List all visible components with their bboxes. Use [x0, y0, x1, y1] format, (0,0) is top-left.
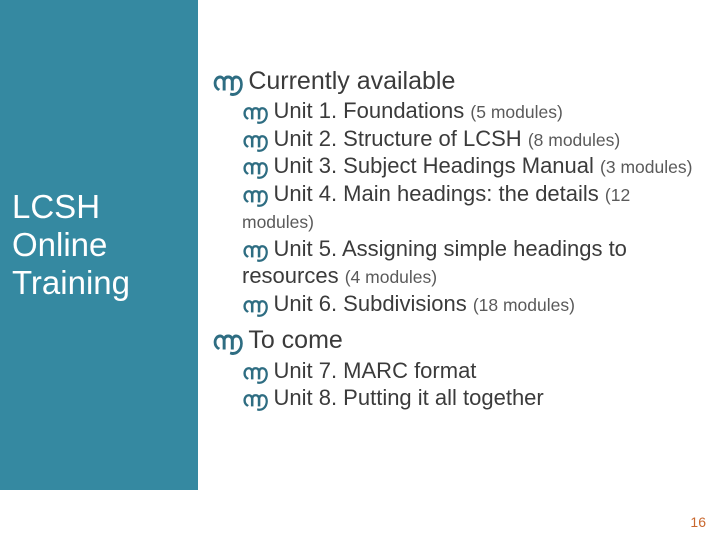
bullet-icon: ൬	[242, 130, 267, 151]
unit-2: ൬ Unit 2. Structure of LCSH (8 modules)	[242, 125, 702, 153]
unit-title: Unit 7. MARC format	[273, 358, 476, 383]
unit-note: (3 modules)	[600, 157, 692, 177]
unit-title: Unit 2. Structure of LCSH	[273, 126, 527, 151]
bullet-icon: ൬	[242, 240, 267, 261]
bullet-icon: ൬	[242, 185, 267, 206]
bullet-icon: ൬	[242, 295, 267, 316]
bullet-icon: ൬	[242, 362, 267, 383]
unit-7: ൬ Unit 7. MARC format	[242, 357, 702, 385]
section-tocome: ൬To come	[212, 325, 702, 356]
bullet-icon: ൬	[212, 70, 242, 95]
unit-note: (8 modules)	[528, 130, 620, 150]
unit-note: (18 modules)	[473, 295, 575, 315]
unit-note: (4 modules)	[345, 267, 437, 287]
bullet-icon: ൬	[242, 157, 267, 178]
slide-title: LCSH Online Training	[0, 188, 198, 302]
unit-6: ൬ Unit 6. Subdivisions (18 modules)	[242, 290, 702, 318]
bullet-icon: ൬	[242, 102, 267, 123]
unit-title: Unit 4. Main headings: the details	[273, 181, 604, 206]
unit-8: ൬ Unit 8. Putting it all together	[242, 384, 702, 412]
unit-4: ൬Unit 4. Main headings: the details (12 …	[242, 180, 702, 235]
unit-3: ൬ Unit 3. Subject Headings Manual (3 modu…	[242, 152, 702, 180]
bullet-icon: ൬	[242, 389, 267, 410]
page-number: 16	[690, 514, 706, 530]
unit-title: Unit 1. Foundations	[273, 98, 470, 123]
sidebar: LCSH Online Training	[0, 0, 198, 490]
unit-note: (5 modules)	[470, 102, 562, 122]
unit-title: Unit 6. Subdivisions	[273, 291, 472, 316]
bullet-icon: ൬	[212, 329, 242, 354]
section-label: To come	[248, 326, 342, 354]
unit-5: ൬Unit 5. Assigning simple headings to re…	[242, 235, 702, 290]
unit-title: Unit 8. Putting it all together	[273, 385, 543, 410]
content-area: ൬Currently available ൬Unit 1. Foundation…	[212, 58, 702, 412]
section-label: Currently available	[248, 67, 455, 95]
section-currently: ൬Currently available	[212, 66, 702, 97]
unit-1: ൬ Unit 1. Foundations (5 modules)	[242, 97, 702, 125]
unit-title: Unit 3. Subject Headings Manual	[273, 153, 600, 178]
